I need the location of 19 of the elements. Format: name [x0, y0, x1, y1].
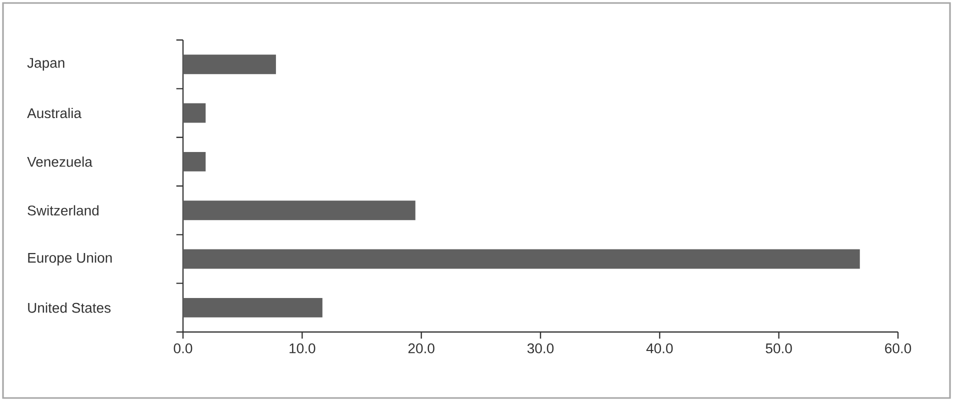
x-tick-label: 30.0 — [527, 343, 554, 354]
bar — [183, 200, 416, 220]
x-tick-label: 60.0 — [885, 343, 912, 354]
bar — [183, 103, 206, 123]
x-tick-label: 10.0 — [290, 343, 316, 354]
x-tick-label: 40.0 — [646, 343, 673, 354]
y-tick-label: Europe Union — [28, 252, 112, 266]
y-tick-label: Japan — [27, 58, 64, 71]
bar — [183, 298, 322, 318]
y-tick-label: Australia — [27, 108, 82, 118]
x-tick-label: 20.0 — [408, 343, 434, 354]
x-tick-label: 50.0 — [766, 343, 792, 354]
bar — [183, 152, 206, 172]
y-tick-label: Venezuela — [27, 156, 92, 167]
bar — [183, 249, 860, 269]
x-tick-label: 0.0 — [174, 343, 192, 354]
y-tick-label: Switzerland — [28, 205, 98, 216]
y-tick-label: United States — [28, 302, 111, 313]
bar — [183, 54, 276, 74]
